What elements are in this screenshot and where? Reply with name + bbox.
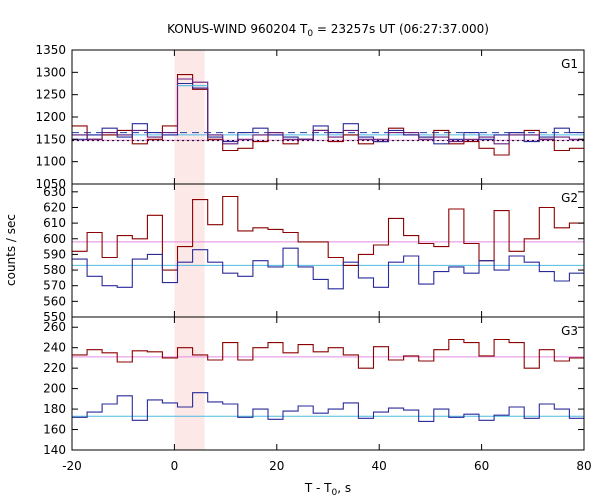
panel-g1-series-1 [72, 82, 584, 145]
y-axis-label: counts / sec [4, 214, 18, 286]
panel-g3-y-tick-label: 240 [43, 341, 66, 355]
chart-title-sub: 0 [307, 29, 313, 39]
panel-g3-y-tick-label: 220 [43, 361, 66, 375]
panel-g1-label: G1 [561, 57, 578, 71]
panel-g2-y-tick-label: 610 [43, 216, 66, 230]
x-tick-label: 40 [372, 459, 387, 473]
panel-g2-series-0 [72, 195, 584, 271]
panel-g1-y-tick-label: 1200 [35, 110, 66, 124]
panel-g1-y-tick-label: 1150 [35, 132, 66, 146]
panel-g3-y-tick-label: 200 [43, 382, 66, 396]
panel-g1-y-tick-label: 1350 [35, 43, 66, 57]
panel-g3-series-0 [72, 338, 584, 369]
panel-g3-label: G3 [561, 324, 578, 338]
x-axis-label-rest: , s [337, 481, 351, 495]
x-tick-label: 80 [576, 459, 591, 473]
panel-g2-y-tick-label: 580 [43, 263, 66, 277]
panel-g2-y-tick-label: 620 [43, 200, 66, 214]
panel-g3-y-tick-label: 180 [43, 402, 66, 416]
x-tick-label: 60 [474, 459, 489, 473]
panel-g1-y-tick-label: 1100 [35, 155, 66, 169]
x-tick-label: 20 [269, 459, 284, 473]
x-tick-label: 0 [171, 459, 179, 473]
panel-g3-series-1 [72, 392, 584, 422]
panel-g3-y-tick-label: 160 [43, 423, 66, 437]
panel-g2-y-tick-label: 560 [43, 294, 66, 308]
chart-title-rest: = 23257s UT (06:27:37.000) [313, 22, 489, 36]
panel-g1-y-tick-label: 1250 [35, 88, 66, 102]
panel-g3-y-tick-label: 140 [43, 443, 66, 457]
panel-g1-series-2 [72, 78, 584, 145]
panel-g2-label: G2 [561, 191, 578, 205]
panel-g2-y-tick-label: 570 [43, 279, 66, 293]
x-axis-label-sub: 0 [332, 488, 338, 498]
panel-g3-frame [71, 316, 585, 451]
panel-g1-series-0 [72, 74, 584, 156]
panel-g2-y-tick-label: 600 [43, 232, 66, 246]
x-tick-label: -20 [62, 459, 82, 473]
panel-g1-y-tick-label: 1050 [35, 177, 66, 191]
x-axis-label-main: T - T [304, 481, 332, 495]
panel-g2-y-tick-label: 590 [43, 247, 66, 261]
panel-g1-y-tick-label: 1300 [35, 65, 66, 79]
panel-g2-y-tick-label: 550 [43, 310, 66, 324]
panel-g3-y-tick-label: 260 [43, 320, 66, 334]
x-axis-label: T - T0, s [304, 481, 351, 498]
panel-g1-frame [71, 49, 585, 185]
panel-g2-series-1 [72, 247, 584, 290]
panel-g2-y-tick-label: 630 [43, 185, 66, 199]
chart-title: KONUS-WIND 960204 T0 = 23257s UT (06:27:… [167, 22, 489, 39]
chart-title-main: KONUS-WIND 960204 T [167, 22, 308, 36]
